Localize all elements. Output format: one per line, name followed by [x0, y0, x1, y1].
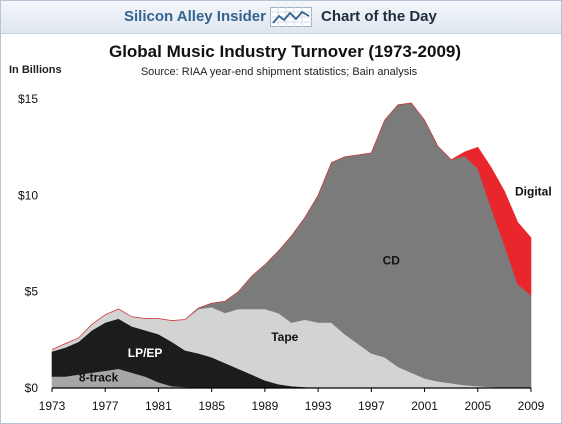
chart-title: Global Music Industry Turnover (1973-200…	[109, 42, 461, 61]
x-tick-label: 1993	[305, 399, 332, 413]
series-label-tape: Tape	[271, 330, 298, 344]
x-tick-label: 1973	[39, 399, 66, 413]
brand-name[interactable]: Silicon Alley Insider	[124, 8, 266, 25]
x-tick-label: 1985	[198, 399, 225, 413]
y-tick-label: $5	[25, 285, 39, 299]
x-tick-label: 2001	[411, 399, 438, 413]
area-digital	[51, 102, 532, 350]
chart-subtitle: Source: RIAA year-end shipment statistic…	[141, 66, 418, 78]
y-tick-label: $15	[18, 92, 38, 106]
section-name: Chart of the Day	[321, 8, 437, 25]
series-labels: 8-track LP/EP Tape CD Digital	[79, 184, 552, 384]
series-label-cd: CD	[383, 254, 401, 268]
x-tick-label: 1997	[358, 399, 385, 413]
series-label-lp-ep: LP/EP	[128, 346, 163, 360]
y-tick-label: $10	[18, 188, 38, 202]
series-label-8-track: 8-track	[79, 370, 119, 384]
y-axis-label: In Billions	[9, 64, 62, 76]
series-label-digital: Digital	[515, 184, 552, 198]
x-axis: 1973 1977 1981 1985 1989 1993 1997 2001 2005 2009	[39, 387, 545, 413]
x-tick-label: 2005	[464, 399, 491, 413]
x-tick-label: 1977	[92, 399, 119, 413]
x-tick-label: 1981	[145, 399, 172, 413]
area-layers	[51, 102, 532, 389]
banner: Silicon Alley Insider Chart of the Day	[1, 1, 561, 34]
x-tick-label: 2009	[518, 399, 545, 413]
x-tick-label: 1989	[252, 399, 279, 413]
y-tick-label: $0	[25, 381, 39, 395]
line-chart-icon	[270, 7, 312, 27]
y-axis: $0 $5 $10 $15	[18, 92, 38, 395]
